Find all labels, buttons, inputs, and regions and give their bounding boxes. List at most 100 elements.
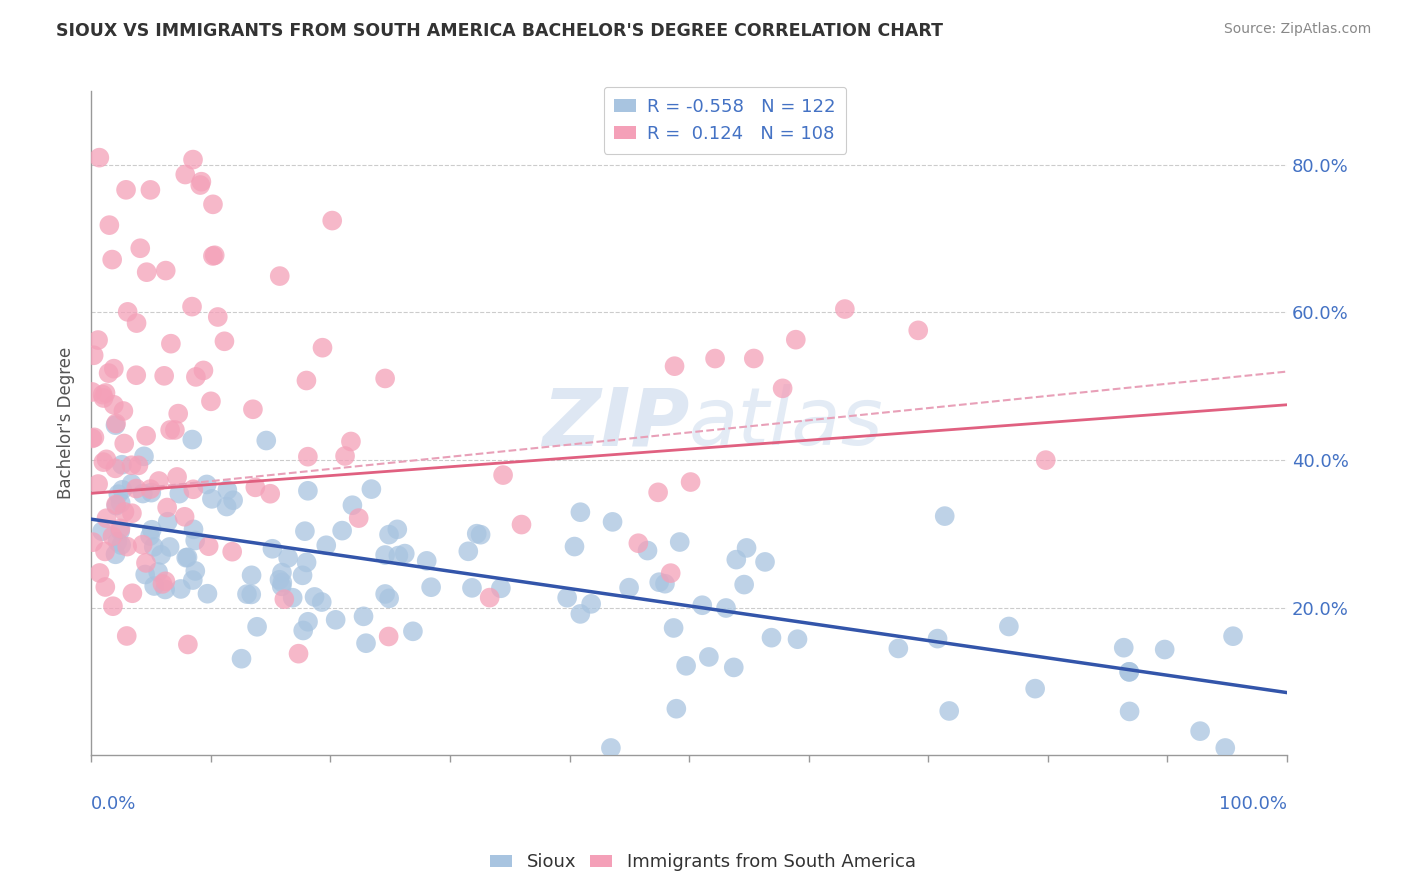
Point bbox=[112, 436, 135, 450]
Point bbox=[215, 500, 238, 514]
Point bbox=[297, 615, 319, 629]
Point bbox=[353, 609, 375, 624]
Point bbox=[156, 515, 179, 529]
Point bbox=[387, 549, 409, 563]
Point bbox=[415, 554, 437, 568]
Point bbox=[134, 567, 156, 582]
Point bbox=[204, 248, 226, 262]
Point bbox=[159, 423, 181, 437]
Point bbox=[1024, 681, 1046, 696]
Point bbox=[254, 434, 277, 448]
Point bbox=[166, 470, 188, 484]
Point bbox=[236, 587, 259, 601]
Point bbox=[94, 386, 117, 401]
Point bbox=[938, 704, 960, 718]
Point bbox=[271, 566, 294, 580]
Point bbox=[1213, 741, 1236, 756]
Point bbox=[465, 526, 488, 541]
Point bbox=[277, 550, 299, 565]
Point bbox=[105, 417, 128, 431]
Point bbox=[141, 485, 163, 500]
Point bbox=[197, 539, 219, 553]
Point bbox=[262, 541, 284, 556]
Point bbox=[201, 249, 224, 263]
Point bbox=[181, 483, 204, 497]
Point bbox=[195, 477, 218, 491]
Point bbox=[555, 591, 578, 605]
Point bbox=[569, 505, 592, 519]
Point bbox=[270, 579, 292, 593]
Point bbox=[259, 487, 281, 501]
Point bbox=[723, 660, 745, 674]
Point bbox=[135, 265, 157, 279]
Point bbox=[201, 197, 224, 211]
Point bbox=[111, 458, 134, 472]
Point bbox=[489, 581, 512, 595]
Point bbox=[181, 573, 204, 587]
Point bbox=[378, 591, 401, 606]
Point bbox=[121, 586, 143, 600]
Point bbox=[115, 183, 138, 197]
Point bbox=[153, 368, 176, 383]
Point bbox=[139, 482, 162, 496]
Point bbox=[287, 647, 309, 661]
Point bbox=[1118, 665, 1140, 679]
Point bbox=[110, 538, 132, 552]
Point bbox=[83, 430, 105, 444]
Point bbox=[170, 582, 193, 596]
Point bbox=[98, 218, 121, 232]
Point bbox=[184, 533, 207, 548]
Point bbox=[139, 183, 162, 197]
Point bbox=[181, 153, 204, 167]
Point bbox=[374, 548, 396, 562]
Point bbox=[163, 423, 186, 437]
Point bbox=[87, 477, 110, 491]
Point bbox=[207, 310, 229, 324]
Point bbox=[304, 590, 326, 604]
Point bbox=[121, 506, 143, 520]
Point bbox=[378, 527, 401, 541]
Point bbox=[217, 483, 239, 497]
Point bbox=[617, 581, 640, 595]
Point bbox=[772, 381, 794, 395]
Point bbox=[135, 556, 157, 570]
Point bbox=[281, 591, 304, 605]
Point bbox=[1222, 629, 1244, 643]
Point bbox=[83, 348, 105, 362]
Legend: Sioux, Immigrants from South America: Sioux, Immigrants from South America bbox=[484, 847, 922, 879]
Point bbox=[131, 538, 153, 552]
Point bbox=[101, 599, 124, 614]
Point bbox=[150, 548, 173, 562]
Point bbox=[108, 524, 131, 538]
Point bbox=[184, 564, 207, 578]
Point bbox=[733, 577, 755, 591]
Point bbox=[569, 607, 592, 621]
Point bbox=[675, 658, 697, 673]
Point bbox=[294, 524, 316, 538]
Point bbox=[1118, 705, 1140, 719]
Point bbox=[82, 384, 104, 399]
Point bbox=[602, 515, 624, 529]
Point bbox=[184, 370, 207, 384]
Point bbox=[221, 544, 243, 558]
Point bbox=[96, 511, 118, 525]
Point bbox=[579, 597, 602, 611]
Point bbox=[103, 361, 125, 376]
Point bbox=[1118, 665, 1140, 679]
Point bbox=[360, 482, 382, 496]
Point bbox=[135, 429, 157, 443]
Point bbox=[174, 168, 197, 182]
Point bbox=[340, 434, 363, 449]
Point bbox=[160, 336, 183, 351]
Point bbox=[735, 541, 758, 555]
Point bbox=[82, 535, 104, 549]
Point bbox=[104, 461, 127, 475]
Point bbox=[420, 580, 443, 594]
Point bbox=[222, 493, 245, 508]
Point bbox=[786, 632, 808, 647]
Point bbox=[91, 524, 114, 539]
Point bbox=[662, 621, 685, 635]
Point bbox=[315, 538, 337, 552]
Point bbox=[197, 587, 219, 601]
Point bbox=[291, 568, 314, 582]
